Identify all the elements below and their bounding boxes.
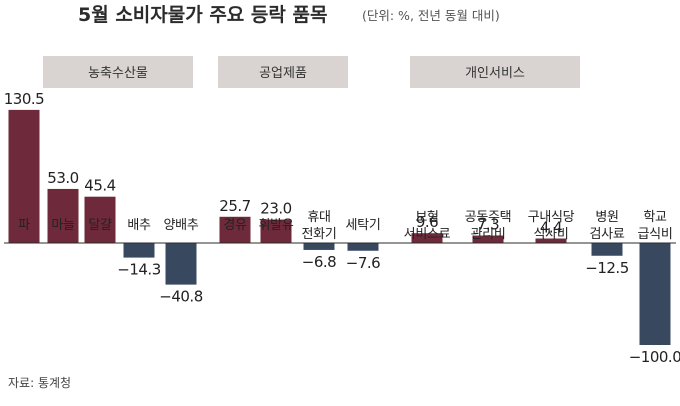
value-label: −100.0: [629, 348, 680, 366]
bar: [219, 216, 251, 243]
group-label: 농축수산물: [88, 66, 148, 81]
labels: 130.5 파 53.0 마늘 45.4 달걀 −14.3 배추 −40.8 양배추 25.7 경유 2…: [4, 90, 680, 366]
chart-title: 5월 소비자물가 주요 등락 품목: [78, 4, 327, 26]
value-label: −7.6: [346, 254, 380, 272]
group-label: 개인서비스: [465, 66, 525, 81]
group-band: [410, 56, 580, 88]
group-bands: 농축수산물 공업제품 개인서비스: [43, 56, 580, 88]
bar: [591, 243, 623, 256]
category-label: 구내식당 식사비: [528, 210, 575, 242]
category-label: 학교 급식비: [638, 210, 673, 242]
chart-subtitle: (단위: %, 전년 동월 대비): [362, 8, 500, 23]
value-label: 23.0: [260, 200, 291, 218]
category-label: 달걀: [88, 218, 112, 233]
bar: [472, 235, 504, 243]
value-label: 9.6: [416, 213, 438, 231]
group-label: 공업제품: [259, 66, 307, 81]
category-label: 보험 서비스료: [404, 210, 451, 242]
bar: [8, 109, 40, 243]
bar: [84, 196, 116, 243]
category-label: 양배추: [164, 218, 199, 233]
value-label: 45.4: [84, 177, 115, 195]
value-label: 130.5: [4, 90, 44, 108]
bars: [8, 109, 671, 345]
value-label: 7.3: [477, 216, 499, 234]
category-label: 휘발유: [259, 218, 294, 233]
bar: [639, 243, 671, 345]
category-label: 공동주택 관리비: [465, 210, 512, 242]
category-label: 경유: [223, 218, 247, 233]
bar: [47, 188, 79, 243]
bar: [260, 219, 292, 243]
category-label: 세탁기: [346, 218, 381, 233]
category-label: 파: [18, 218, 30, 233]
category-label: 배추: [127, 218, 151, 233]
category-label: 병원 검사료: [590, 210, 625, 242]
value-label: 53.0: [47, 169, 78, 187]
bar: [165, 243, 197, 285]
group-band: [218, 56, 348, 88]
bar: [347, 243, 379, 251]
bar: [411, 233, 443, 243]
bar: [123, 243, 155, 258]
value-label: 4.4: [540, 219, 562, 237]
bar: [303, 243, 335, 250]
value-label: −12.5: [585, 259, 628, 277]
bar: [535, 238, 567, 243]
category-label: 마늘: [51, 218, 75, 233]
source-note: 자료: 통계청: [8, 376, 71, 390]
value-label: −40.8: [159, 288, 202, 306]
value-label: −14.3: [117, 261, 160, 279]
group-band: [43, 56, 193, 88]
value-label: 25.7: [219, 197, 250, 215]
value-label: −6.8: [302, 253, 336, 271]
category-label: 휴대 전화기: [302, 210, 337, 242]
